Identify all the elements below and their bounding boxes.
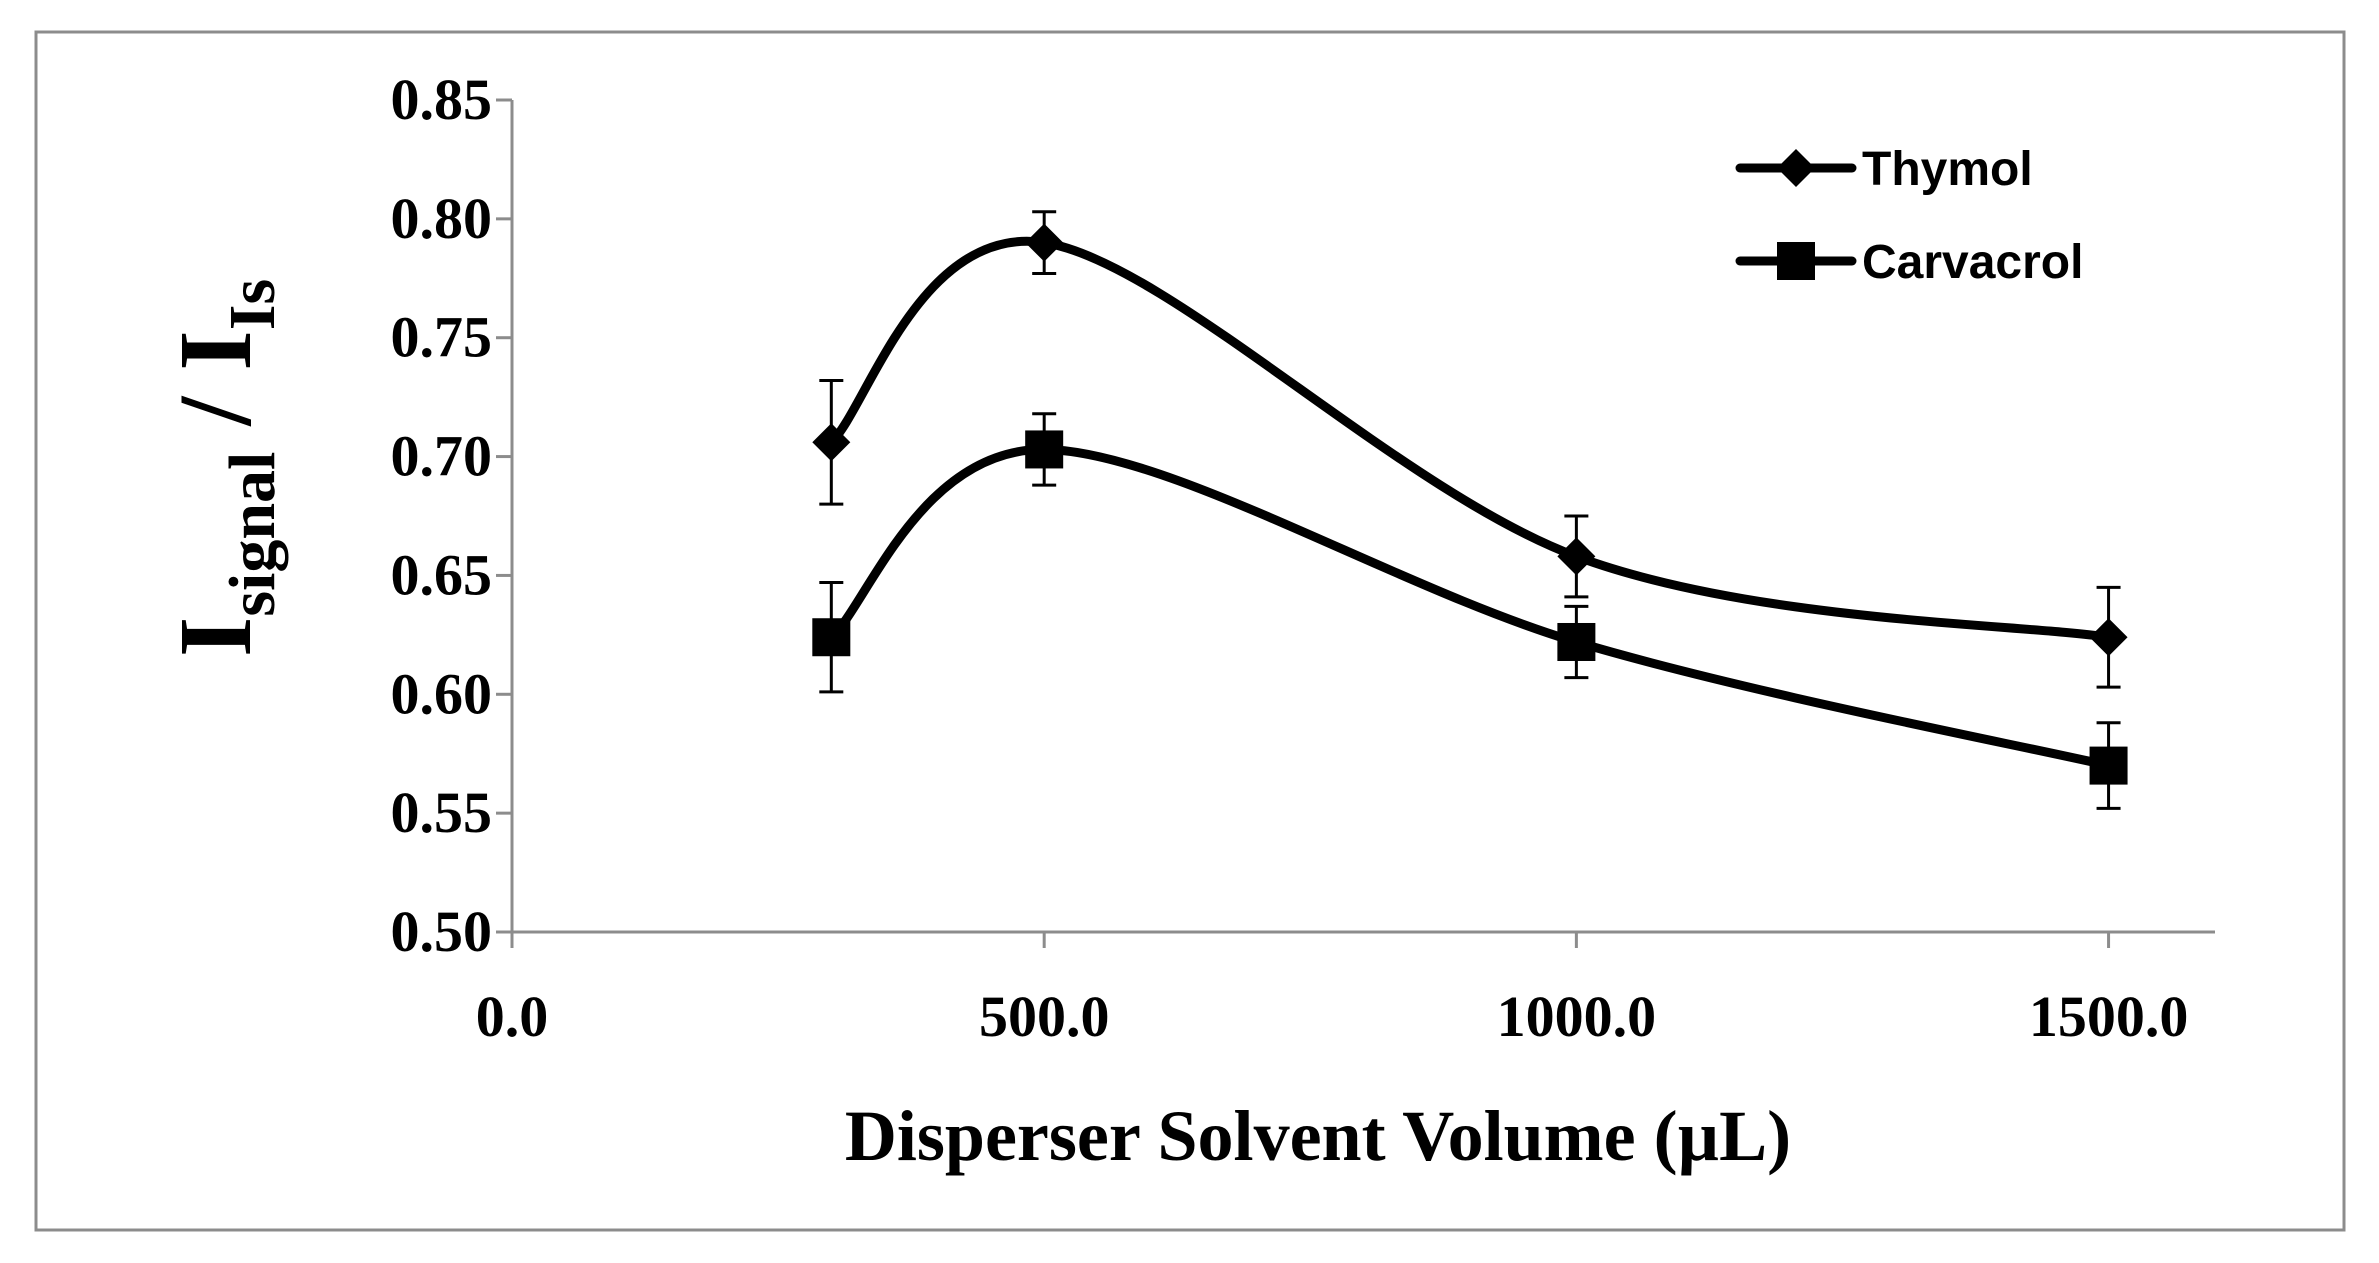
x-axis-label: Disperser Solvent Volume (µL): [845, 1096, 1791, 1176]
y-tick-label: 0.75: [391, 305, 493, 370]
x-tick-label: 1500.0: [2029, 984, 2189, 1049]
legend: Thymol Carvacrol: [1735, 143, 2083, 289]
series-line-thymol: [826, 236, 2114, 642]
data-point-carvacrol: [1025, 430, 1064, 469]
data-point-thymol: [2089, 618, 2128, 657]
legend-label-carvacrol: Carvacrol: [1862, 236, 2083, 289]
axes: [496, 98, 2215, 948]
x-tick-label: 500.0: [979, 984, 1110, 1049]
data-point-thymol: [812, 423, 851, 462]
data-point-thymol: [1025, 223, 1064, 262]
y-tick-label: 0.70: [391, 424, 493, 489]
y-axis-label-sep: /: [158, 371, 273, 452]
y-tick-label: 0.60: [391, 661, 493, 726]
legend-marker-thymol: [1777, 149, 1815, 187]
x-tick-label: 1000.0: [1497, 984, 1657, 1049]
y-tick-label: 0.85: [391, 67, 493, 132]
y-tick-label: 0.50: [391, 899, 493, 964]
series: [812, 210, 2128, 810]
series-line-carvacrol: [826, 444, 2114, 771]
data-point-carvacrol: [1557, 622, 1596, 661]
data-point-thymol: [1557, 537, 1596, 576]
legend-marker-carvacrol: [1777, 242, 1815, 280]
x-tick-label: 0.0: [476, 984, 549, 1049]
series-carvacrol: [812, 412, 2128, 810]
y-axis-label-sub2: Is: [216, 279, 289, 330]
tick-labels: 0.50 0.55 0.60 0.65 0.70 0.75 0.80 0.85 0.0 500.0…: [391, 67, 2189, 1049]
y-tick-label: 0.80: [391, 186, 493, 251]
svg-text:Isignal / IIs: Isignal / IIs: [158, 279, 289, 657]
series-thymol: [812, 210, 2128, 689]
y-axis-label-sub1: signal: [216, 452, 289, 617]
legend-label-thymol: Thymol: [1862, 143, 2033, 196]
legend-entry-thymol: Thymol: [1735, 143, 2033, 196]
y-tick-label: 0.65: [391, 542, 493, 607]
y-axis-label-main2: I: [158, 330, 273, 370]
chart-frame: [34, 30, 2346, 1232]
y-axis-label: Isignal / IIs: [158, 279, 289, 657]
data-point-carvacrol: [812, 618, 851, 657]
data-point-carvacrol: [2089, 746, 2128, 785]
legend-entry-carvacrol: Carvacrol: [1735, 236, 2083, 289]
y-tick-label: 0.55: [391, 780, 493, 845]
y-axis-label-main: I: [158, 617, 273, 657]
